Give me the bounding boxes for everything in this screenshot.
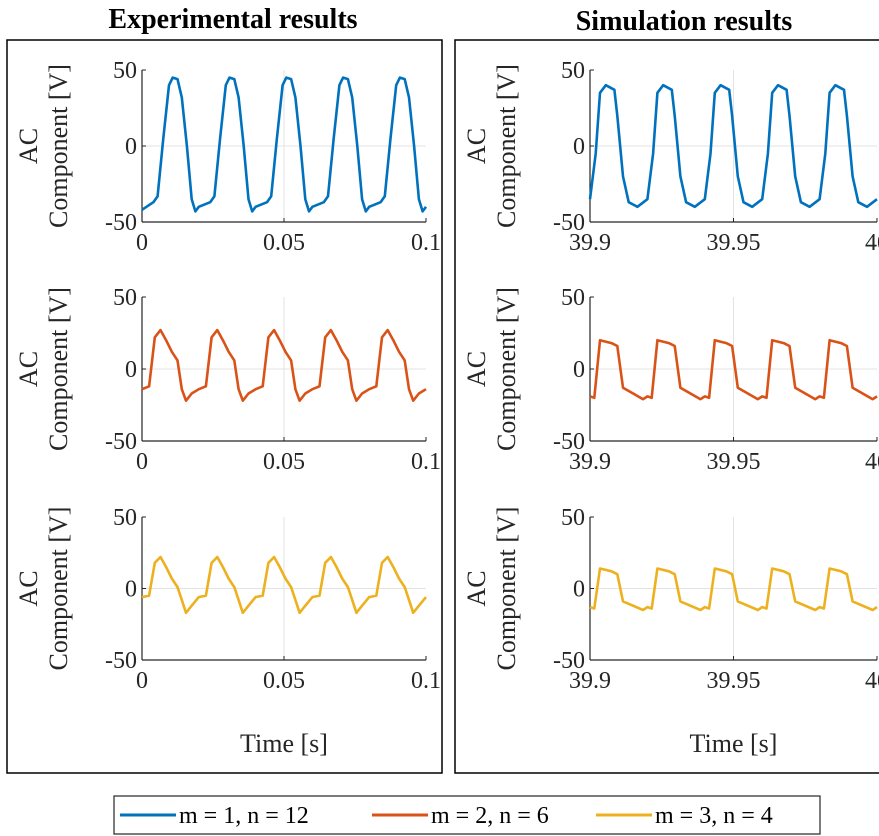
series-line [141, 76, 428, 213]
y-tick-label: -50 [553, 429, 585, 455]
series-line [141, 555, 428, 615]
y-axis-label-line1: AC [14, 570, 43, 606]
right-panel-title: Simulation results [576, 6, 793, 37]
series-line [589, 338, 878, 401]
y-axis-label-line1: AC [462, 351, 491, 387]
series-line [589, 567, 878, 612]
x-tick-label: 0.05 [263, 668, 305, 694]
x-tick-label: 0.1 [411, 449, 441, 475]
y-tick-label: -50 [105, 210, 137, 236]
y-axis-label-line2: Component [V] [492, 287, 521, 451]
y-tick-label: 50 [113, 285, 137, 311]
x-tick-label: 39.9 [569, 449, 611, 475]
x-tick-label: 40 [865, 230, 879, 256]
y-axis-label-line1: AC [14, 351, 43, 387]
x-axis-label: Time [s] [690, 729, 778, 758]
series-line [141, 328, 427, 403]
y-axis-label-line1: AC [462, 128, 491, 164]
axes-1: 500-500 0.05 0.1AC Component [V] [14, 58, 441, 256]
left-panel-frame [6, 39, 443, 774]
y-tick-label: 0 [125, 577, 137, 603]
x-tick-label: 0 [136, 230, 148, 256]
y-axis-label-line2: Component [V] [44, 287, 73, 451]
legend: m = 1, n = 12 m = 2, n = 6 m = 3, n = 4 [113, 795, 821, 835]
y-axis-label-line1: AC [462, 570, 491, 606]
y-tick-label: 50 [561, 285, 585, 311]
y-axis-label-line1: AC [14, 128, 43, 164]
legend-label-3: m = 3, n = 4 [655, 803, 773, 829]
x-tick-label: 39.95 [707, 668, 761, 694]
right-panel-frame [454, 39, 879, 774]
y-tick-label: 50 [113, 58, 137, 84]
y-tick-label: 0 [125, 134, 137, 160]
x-tick-label: 40 [865, 668, 879, 694]
y-tick-label: -50 [553, 648, 585, 674]
x-tick-label: 0.05 [263, 230, 305, 256]
y-tick-label: 50 [561, 58, 585, 84]
x-tick-label: 39.9 [569, 230, 611, 256]
y-axis-label-line2: Component [V] [44, 507, 73, 671]
legend-label-2: m = 2, n = 6 [431, 803, 549, 829]
y-tick-label: -50 [105, 429, 137, 455]
series-line [588, 83, 878, 209]
x-tick-label: 0 [136, 668, 148, 694]
axes-2: 500-500 0.05 0.1AC Component [V] [14, 285, 441, 475]
x-tick-label: 0.1 [411, 230, 441, 256]
axes-3: 500-500 0.05 0.1AC Component [V]Time [s] [14, 505, 441, 758]
y-tick-label: -50 [553, 210, 585, 236]
x-axis-label: Time [s] [240, 729, 328, 758]
plots-group: 500-500 0.05 0.1AC Component [V]500-500 0.05… [14, 58, 879, 758]
legend-label-1: m = 1, n = 12 [179, 803, 309, 829]
x-tick-label: 40 [865, 449, 879, 475]
x-tick-label: 39.9 [569, 668, 611, 694]
x-tick-label: 0.1 [411, 668, 441, 694]
y-tick-label: 50 [561, 505, 585, 531]
y-tick-label: 0 [125, 357, 137, 383]
x-tick-label: 0.05 [263, 449, 305, 475]
y-tick-label: 0 [573, 134, 585, 160]
y-tick-label: 0 [573, 577, 585, 603]
y-axis-label-line2: Component [V] [44, 64, 73, 228]
x-tick-label: 0 [136, 449, 148, 475]
y-axis-label-line2: Component [V] [492, 64, 521, 228]
legend-box [113, 795, 821, 835]
y-tick-label: 50 [113, 505, 137, 531]
left-panel-title: Experimental results [108, 4, 357, 35]
y-tick-label: -50 [105, 648, 137, 674]
y-axis-label-line2: Component [V] [492, 507, 521, 671]
x-tick-label: 39.95 [707, 230, 761, 256]
y-tick-label: 0 [573, 357, 585, 383]
x-tick-label: 39.95 [707, 449, 761, 475]
